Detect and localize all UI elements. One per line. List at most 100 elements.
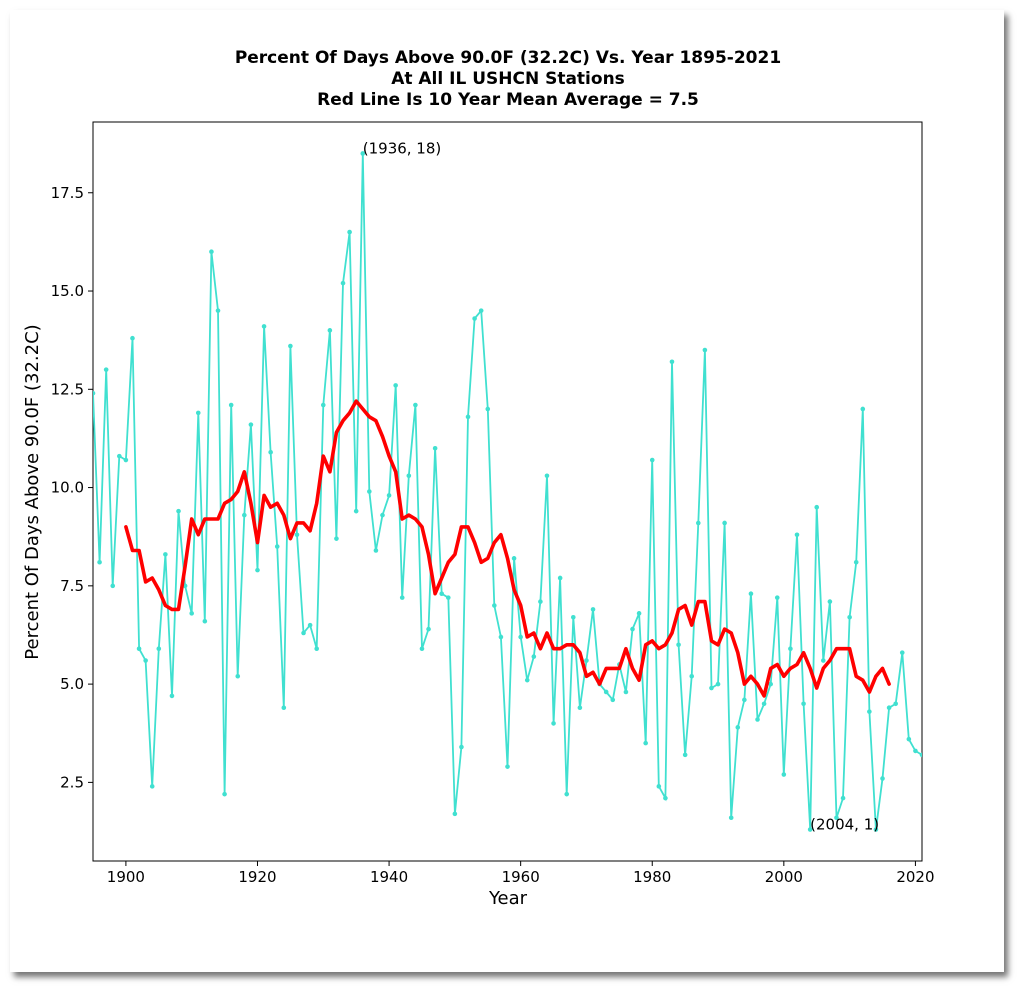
annual-point xyxy=(873,827,879,832)
annual-point xyxy=(880,776,885,781)
x-tick-label: 2020 xyxy=(896,868,934,886)
annual-point xyxy=(110,583,116,589)
annual-point xyxy=(143,658,148,663)
y-axis: 2.5 5.0 7.5 10.0 12.5 15.0 17.5 xyxy=(51,184,93,791)
annual-point xyxy=(320,402,326,408)
annual-point xyxy=(492,603,497,608)
annual-point xyxy=(426,626,431,632)
annual-point xyxy=(544,473,550,479)
annual-point xyxy=(551,721,556,726)
annual-point xyxy=(570,614,576,620)
annual-point xyxy=(130,335,135,341)
annual-point xyxy=(301,630,306,636)
annual-point xyxy=(353,508,359,514)
x-tick-label: 1980 xyxy=(633,868,671,886)
annual-point xyxy=(676,642,681,648)
annual-point xyxy=(669,359,675,365)
annual-point xyxy=(899,650,905,655)
annual-point xyxy=(367,489,372,494)
y-axis-label: Percent Of Days Above 90.0F (32.2C) xyxy=(22,324,43,659)
annual-point xyxy=(169,693,175,699)
annual-point xyxy=(209,249,214,255)
annual-point xyxy=(281,705,287,710)
annual-point xyxy=(531,654,537,659)
annual-point xyxy=(340,280,346,286)
annual-point xyxy=(314,646,319,652)
annual-point xyxy=(347,229,352,235)
annual-point xyxy=(248,422,254,427)
annual-point xyxy=(294,532,300,538)
annual-point xyxy=(742,697,747,703)
annual-point xyxy=(649,457,655,463)
annual-point xyxy=(406,473,412,479)
annual-point xyxy=(459,744,464,750)
annual-point xyxy=(386,493,392,498)
annual-point xyxy=(853,559,859,565)
annual-point xyxy=(413,402,418,408)
annual-point xyxy=(840,795,846,801)
annual-line xyxy=(93,153,922,830)
annual-point xyxy=(814,504,820,510)
annual-point xyxy=(465,414,471,420)
annual-point xyxy=(867,709,872,714)
annual-point xyxy=(538,599,543,604)
chart-title-line-3: Red Line Is 10 Year Mean Average = 7.5 xyxy=(317,90,699,110)
annual-point xyxy=(97,559,102,565)
annotation-label: (2004, 1) xyxy=(810,816,879,834)
annual-point xyxy=(228,402,234,408)
annual-point xyxy=(748,591,754,597)
plot-area xyxy=(92,121,923,862)
annual-point xyxy=(590,607,596,612)
x-tick-label: 1940 xyxy=(370,868,408,886)
annual-point xyxy=(906,736,912,742)
annual-point xyxy=(630,626,635,632)
annual-point xyxy=(807,827,813,832)
annual-point xyxy=(452,811,458,817)
annual-point xyxy=(913,748,918,754)
annual-point xyxy=(235,673,241,679)
annual-point xyxy=(327,328,333,333)
chart-title-line-2: At All IL USHCN Stations xyxy=(391,69,625,89)
annual-point xyxy=(511,556,517,561)
y-tick-label: 5.0 xyxy=(60,675,84,693)
x-tick-label: 1900 xyxy=(107,868,145,886)
annual-point xyxy=(255,567,260,573)
x-axis: 1900 1920 1940 1960 1980 2000 2020 xyxy=(107,861,935,886)
chart-title-line-1: Percent Of Days Above 90.0F (32.2C) Vs. … xyxy=(235,48,781,68)
annual-point xyxy=(439,591,445,597)
y-tick-label: 12.5 xyxy=(51,380,84,398)
annual-point xyxy=(689,673,695,679)
annual-point xyxy=(288,343,293,349)
annual-point xyxy=(373,548,379,553)
annual-point xyxy=(445,595,451,600)
annual-point xyxy=(485,406,491,412)
annual-point xyxy=(847,614,852,620)
series-ten-year-mean xyxy=(124,399,891,698)
y-tick-label: 2.5 xyxy=(60,773,84,791)
annual-point xyxy=(242,512,247,518)
annual-point xyxy=(93,390,96,396)
annual-point xyxy=(761,701,767,707)
y-tick-label: 17.5 xyxy=(51,184,84,202)
annual-point xyxy=(399,595,405,600)
annual-point xyxy=(524,677,530,683)
annual-point xyxy=(472,316,477,321)
annual-point xyxy=(886,705,892,710)
mean-line xyxy=(124,399,891,698)
annual-point xyxy=(360,151,366,156)
annual-point xyxy=(702,347,708,353)
annual-point xyxy=(103,367,109,372)
annual-point xyxy=(222,791,227,797)
annual-point xyxy=(518,634,523,640)
y-tick-label: 10.0 xyxy=(51,479,84,497)
annual-point xyxy=(781,772,787,777)
annual-point xyxy=(623,689,629,695)
annual-point xyxy=(564,791,570,797)
annual-point xyxy=(577,705,583,710)
annual-point xyxy=(202,618,208,624)
annual-point xyxy=(709,685,714,691)
annual-point xyxy=(696,520,701,526)
x-tick-label: 1920 xyxy=(238,868,276,886)
annual-point xyxy=(393,383,398,388)
